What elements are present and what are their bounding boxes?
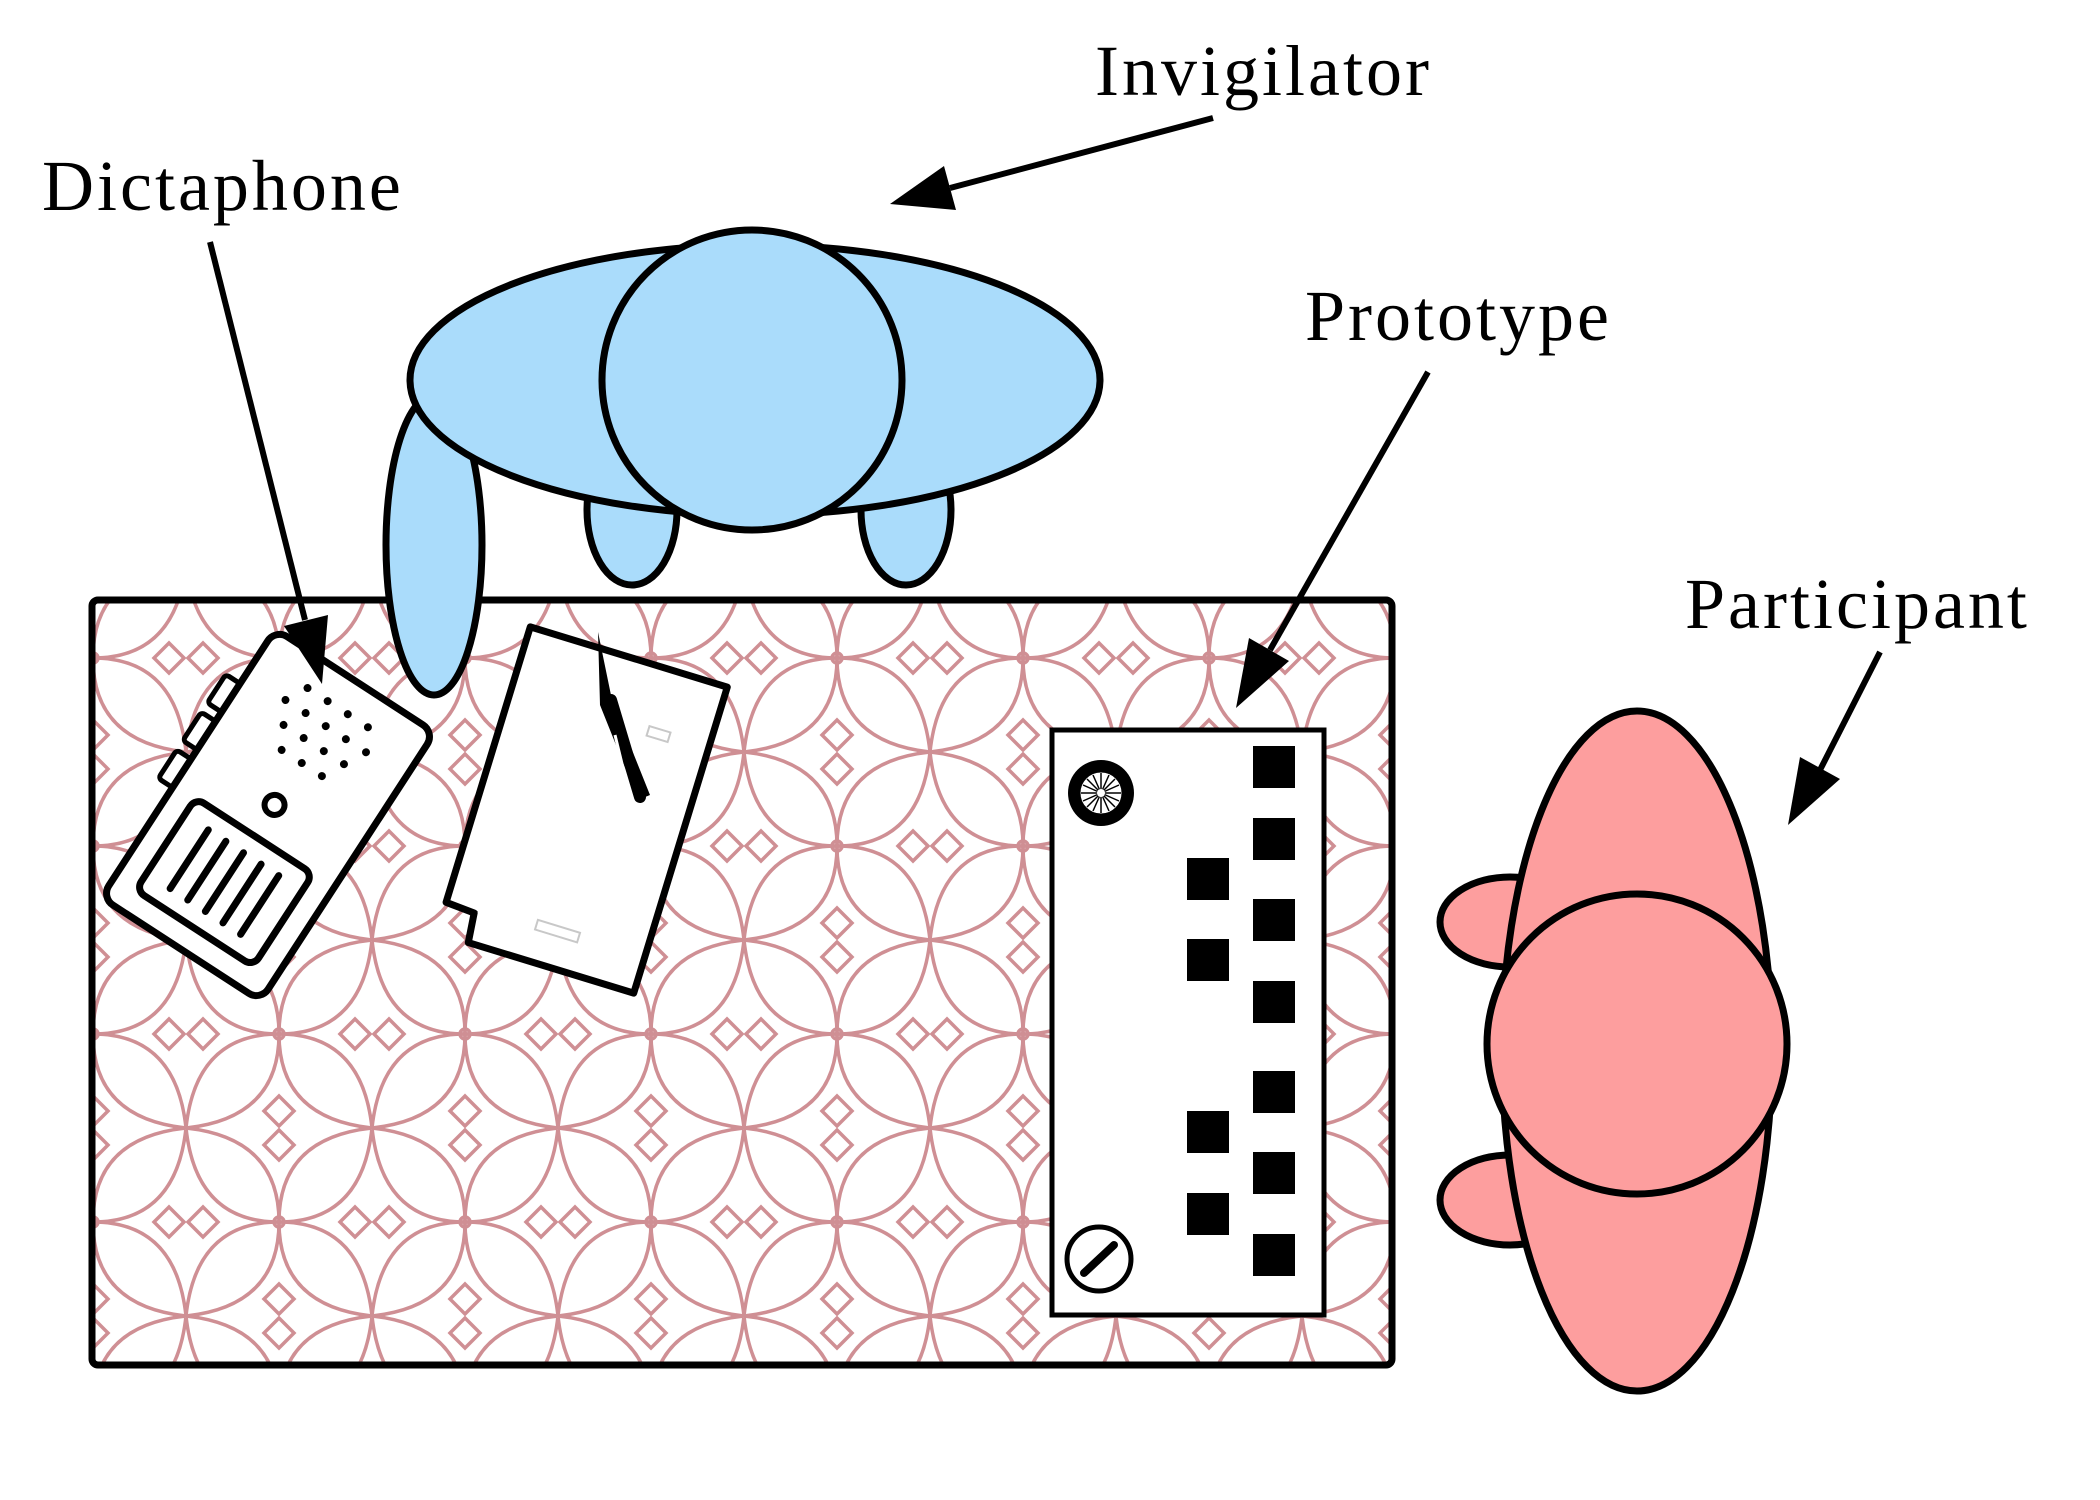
label-invigilator: Invigilator bbox=[1095, 31, 1432, 111]
label-participant: Participant bbox=[1685, 564, 2030, 644]
pen-icon bbox=[598, 632, 650, 803]
prototype-board bbox=[1049, 727, 1327, 1318]
notepad-icon bbox=[442, 623, 731, 997]
participant-figure bbox=[1436, 707, 1791, 1395]
arrow-dictaphone bbox=[207, 241, 328, 684]
arrow-participant bbox=[1788, 650, 1883, 825]
screw-icon bbox=[1064, 1224, 1134, 1294]
label-prototype: Prototype bbox=[1305, 276, 1612, 356]
arrow-invigilator bbox=[890, 115, 1214, 210]
invigilator-figure bbox=[382, 226, 1104, 699]
dictaphone-icon bbox=[103, 630, 433, 1000]
participant-head bbox=[1483, 890, 1791, 1198]
label-dictaphone: Dictaphone bbox=[42, 146, 404, 226]
arrow-prototype bbox=[1236, 370, 1431, 708]
knob-icon bbox=[1068, 760, 1134, 826]
button-grid bbox=[1187, 746, 1295, 1276]
invigilator-head bbox=[598, 226, 906, 534]
